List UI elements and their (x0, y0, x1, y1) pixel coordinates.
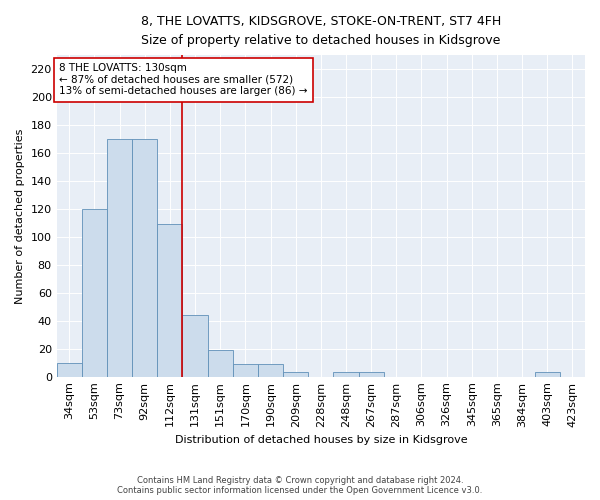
Bar (359, 372, 384, 376)
Bar (208, 350, 233, 376)
Bar (107, 139, 132, 376)
Text: Contains HM Land Registry data © Crown copyright and database right 2024.
Contai: Contains HM Land Registry data © Crown c… (118, 476, 482, 495)
Bar (56, 362, 82, 376)
X-axis label: Distribution of detached houses by size in Kidsgrove: Distribution of detached houses by size … (175, 435, 467, 445)
Title: 8, THE LOVATTS, KIDSGROVE, STOKE-ON-TRENT, ST7 4FH
Size of property relative to : 8, THE LOVATTS, KIDSGROVE, STOKE-ON-TREN… (141, 15, 501, 47)
Bar (182, 315, 208, 376)
Bar (334, 372, 359, 376)
Bar (82, 209, 107, 376)
Bar (535, 372, 560, 376)
Bar (283, 372, 308, 376)
Bar (233, 364, 258, 376)
Bar (258, 364, 283, 376)
Bar (132, 139, 157, 376)
Y-axis label: Number of detached properties: Number of detached properties (15, 128, 25, 304)
Text: 8 THE LOVATTS: 130sqm
← 87% of detached houses are smaller (572)
13% of semi-det: 8 THE LOVATTS: 130sqm ← 87% of detached … (59, 63, 308, 96)
Bar (157, 224, 182, 376)
